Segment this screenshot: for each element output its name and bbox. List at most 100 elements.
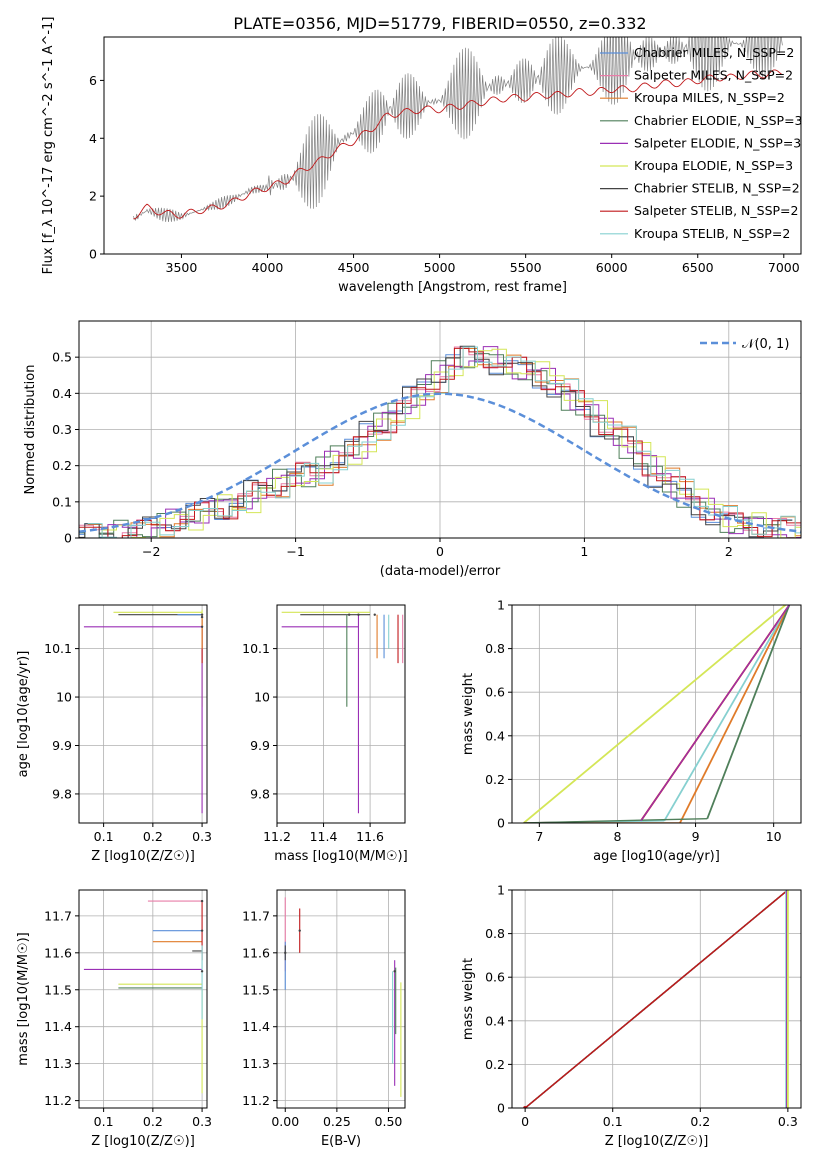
x-tick-label: 2 [725, 544, 733, 559]
axes-frame [78, 604, 208, 824]
spectrum-line-data [132, 37, 783, 223]
plot-area [284, 897, 402, 1097]
y-axis-label: Flux [f_λ 10^-17 erg cm^-2 s^-1 A^-1] [41, 17, 56, 275]
x-tick-label: 0.1 [94, 829, 114, 844]
legend-label: Chabrier MILES, N_SSP=2 [634, 45, 794, 60]
y-tick-label: 1 [497, 598, 505, 613]
y-tick-label: 11.7 [44, 908, 72, 923]
y-tick-label: 11.6 [242, 945, 270, 960]
x-tick-label: 0.2 [690, 1114, 710, 1129]
data-point [284, 951, 287, 955]
data-point [200, 615, 204, 619]
y-axis-label: mass [log10(M/M☉)] [16, 932, 31, 1065]
x-tick-label: 4500 [338, 260, 370, 275]
y-tick-label: 0.2 [485, 772, 505, 787]
y-tick-label: 11.3 [44, 1056, 72, 1071]
x-tick-label: 0.1 [94, 1114, 114, 1129]
x-tick-label: 7 [535, 829, 543, 844]
axes-frame [103, 36, 802, 255]
y-tick-label: 0.4 [485, 728, 505, 743]
x-tick-label: 0.25 [323, 1114, 351, 1129]
y-tick-label: 11.2 [242, 1093, 270, 1108]
cumulative-Z-line [524, 890, 789, 1108]
y-tick-label: 9.9 [52, 738, 72, 753]
axes-frame [276, 604, 406, 824]
y-tick-label: 1 [497, 883, 505, 898]
age-vs-mass-panel: 11.2 11.4 11.6 9.8 9.9 10 10.1 mass [log10(M/M☉… [242, 604, 408, 864]
legend-label: 𝒩(0, 1) [742, 337, 789, 352]
histogram-Kroupa STELIB, N_SSP=2 [87, 346, 801, 538]
x-axis-label: age [log10(age/yr)] [593, 849, 720, 864]
plot-area [79, 345, 801, 538]
x-tick-label: 0.2 [143, 829, 163, 844]
figure-title: PLATE=0356, MJD=51779, FIBERID=0550, z=0… [233, 14, 646, 33]
x-axis-label: Z [log10(Z/Z☉)] [91, 849, 195, 864]
y-tick-label: 0.6 [485, 970, 505, 985]
histogram-Chabrier STELIB, N_SSP=2 [79, 345, 793, 538]
spectrum-line-model [133, 69, 783, 220]
y-tick-label: 0.4 [485, 1013, 505, 1028]
y-tick-label: 6 [89, 73, 97, 88]
x-tick-label: 11.6 [356, 829, 384, 844]
axes-frame [511, 889, 802, 1109]
plot-area [523, 605, 791, 823]
y-tick-label: 9.9 [250, 738, 270, 753]
legend-label: Chabrier STELIB, N_SSP=2 [634, 181, 800, 196]
x-tick-label: 9 [692, 829, 700, 844]
mass-vs-ebv-panel: 0.00 0.25 0.50 11.2 11.3 11.4 11.5 11.6 11.7 E(B-… [242, 889, 406, 1149]
y-tick-label: 11.5 [44, 982, 72, 997]
data-point [200, 613, 204, 616]
x-tick-label: 0.00 [271, 1114, 299, 1129]
axes-frame [511, 604, 802, 824]
y-tick-label: 4 [89, 131, 97, 146]
x-tick-label: 7000 [768, 260, 800, 275]
data-point [393, 970, 396, 973]
data-point [373, 613, 376, 616]
x-tick-label: 6500 [682, 260, 714, 275]
cumulative-age-line [679, 605, 791, 823]
plot-area [83, 899, 204, 1094]
y-tick-label: 10.1 [242, 641, 270, 656]
y-tick-label: 11.2 [44, 1093, 72, 1108]
cumulative-age-line [706, 605, 791, 819]
y-tick-label: 9.8 [250, 786, 270, 801]
y-tick-label: 0.2 [52, 458, 72, 473]
x-tick-label: −2 [142, 544, 160, 559]
plot-area [523, 890, 789, 1108]
x-axis-label: mass [log10(M/M☉)] [274, 849, 407, 864]
age-vs-metallicity-panel: 0.1 0.2 0.3 9.8 9.9 10 10.1 Z [log10(Z/Z☉)] age … [16, 604, 212, 864]
x-axis-label: (data-model)/error [380, 564, 501, 579]
y-tick-label: 11.3 [242, 1056, 270, 1071]
data-point [200, 899, 204, 903]
legend-label: Kroupa ELODIE, N_SSP=3 [634, 158, 793, 173]
legend-label: Kroupa STELIB, N_SSP=2 [634, 226, 790, 241]
x-tick-label: 0.50 [375, 1114, 403, 1129]
plot-area [281, 611, 404, 814]
y-tick-label: 10 [254, 690, 270, 705]
y-tick-label: 0 [64, 531, 72, 546]
y-tick-label: 9.8 [52, 786, 72, 801]
data-point [298, 929, 301, 932]
y-axis-label: mass weight [461, 673, 476, 755]
y-tick-label: 11.5 [242, 982, 270, 997]
x-tick-label: 8 [613, 829, 621, 844]
axes-frame [78, 889, 208, 1109]
y-tick-label: 11.6 [44, 945, 72, 960]
cumulative-age-line [663, 605, 791, 822]
data-point [200, 625, 204, 628]
x-tick-label: 0 [521, 1114, 529, 1129]
normal-curve [79, 392, 801, 533]
plot-area [132, 37, 783, 223]
x-tick-label: 4000 [252, 260, 284, 275]
y-tick-label: 11.4 [242, 1019, 270, 1034]
x-tick-label: 0.3 [192, 1114, 212, 1129]
y-tick-label: 2 [89, 189, 97, 204]
y-tick-label: 10 [56, 690, 72, 705]
cumulative-age-base [523, 817, 708, 823]
cumulative-metallicity-panel: 0 0.1 0.2 0.3 0 0.2 0.4 0.6 0.8 1 Z [log10(Z/Z☉)] m… [461, 883, 802, 1149]
x-tick-label: 0.1 [603, 1114, 623, 1129]
x-tick-label: 0.3 [778, 1114, 798, 1129]
x-axis-label: Z [log10(Z/Z☉)] [91, 1134, 195, 1149]
x-tick-label: 11.2 [263, 829, 291, 844]
x-axis-label: wavelength [Angstrom, rest frame] [338, 280, 567, 295]
